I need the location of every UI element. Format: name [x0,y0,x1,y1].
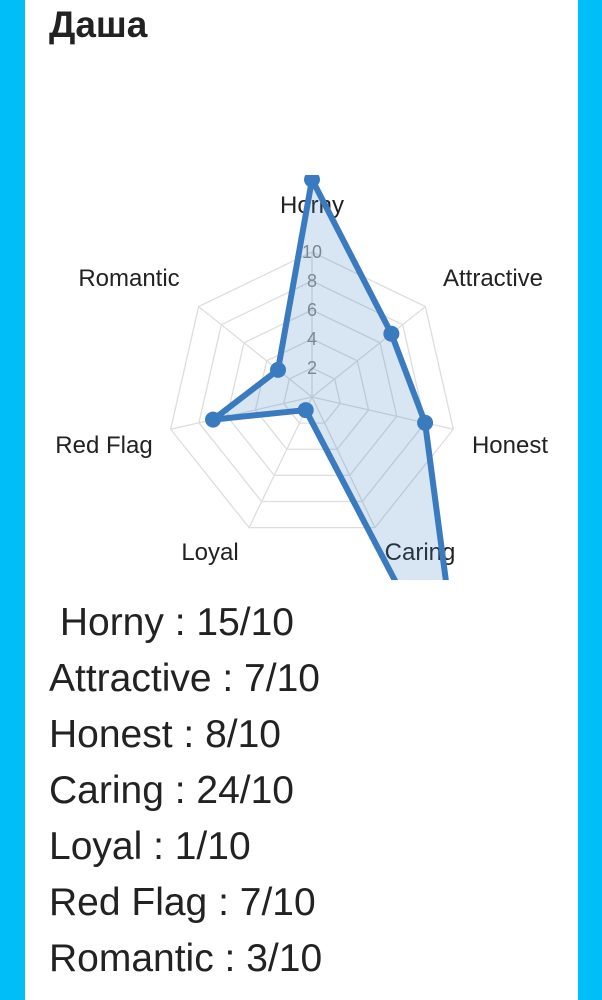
grid-spoke [198,306,313,398]
axis-label: Loyal [181,539,238,566]
grid-spoke [311,306,426,398]
data-point [417,414,434,431]
score-row: Attractive : 7/10 [49,657,320,700]
grid-spoke [170,396,313,430]
tick-label: 4 [307,329,317,349]
axis-label: Honest [472,432,548,459]
grid-ring [198,280,426,503]
score-row: Loyal : 1/10 [49,825,251,868]
grid-ring [226,309,398,477]
radar-chart: HornyAttractiveHonestCaringLoyalRed Flag… [55,175,548,580]
data-point [205,411,222,428]
data-point [304,175,320,188]
page-title: Даша [49,4,148,45]
data-series [210,176,449,580]
score-row: Romantic : 3/10 [49,937,323,980]
tick-label: 8 [307,271,317,291]
axis-label: Romantic [78,265,179,292]
profile-card: Даша HornyAttractiveHonestCaringLoyalRed… [25,0,578,1000]
data-point [383,325,400,342]
axis-label: Red Flag [55,432,152,459]
tick-label: 10 [302,242,322,262]
axis-label: Attractive [443,265,543,292]
score-list: Horny : 15/10 Attractive : 7/10 Honest :… [49,595,322,987]
score-row: Horny : 15/10 [49,601,294,644]
score-row: Honest : 8/10 [49,713,281,756]
data-point [297,402,314,419]
grid-spoke [248,396,313,528]
grid-ring [254,338,370,450]
grid-ring [169,251,455,529]
data-point [269,361,286,378]
score-row: Red Flag : 7/10 [49,881,316,924]
grid-spoke [311,396,376,528]
score-row: Caring : 24/10 [49,769,294,812]
tick-label: 6 [307,300,317,320]
tick-label: 2 [307,358,317,378]
